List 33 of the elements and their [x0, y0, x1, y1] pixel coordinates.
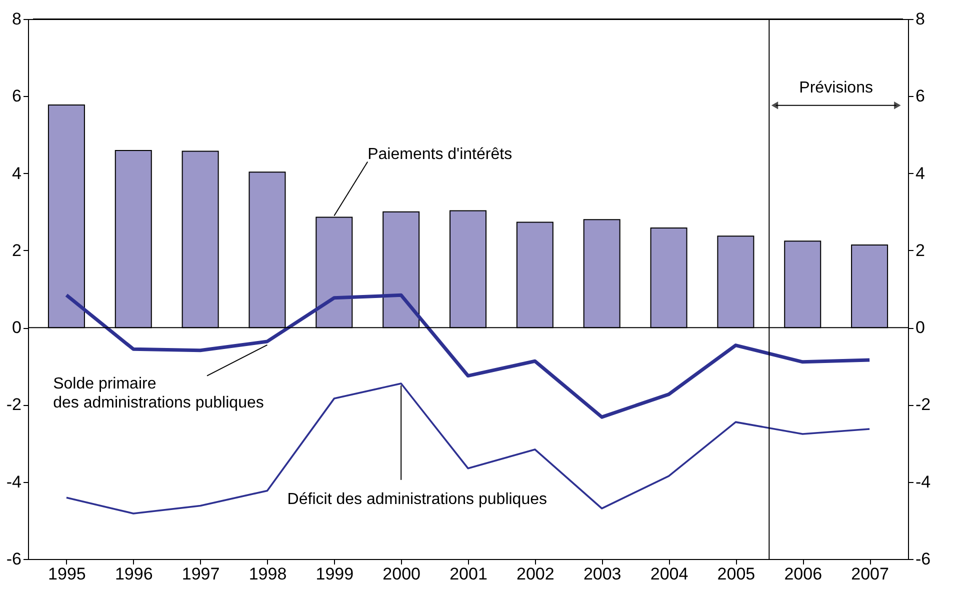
x-tick-label: 2005: [717, 564, 756, 584]
y2-tick-label: 2: [916, 240, 925, 260]
y-tick-label: 6: [12, 86, 22, 106]
y-tick-label: -2: [6, 395, 22, 414]
x-tick-label: 2006: [784, 564, 822, 584]
y2-tick-label: 6: [916, 86, 925, 106]
y-tick-label: -6: [6, 550, 22, 568]
x-tick-label: 2003: [583, 564, 622, 584]
y2-tick-label: 4: [916, 164, 925, 183]
y2-tick-label: -4: [916, 472, 931, 492]
x-tick-label: 2007: [851, 564, 889, 584]
x-tick-label: 2004: [650, 564, 688, 584]
x-tick-label: 1995: [48, 564, 86, 584]
x-tick-label: 1999: [316, 564, 354, 584]
x-tick-label: 2002: [516, 564, 554, 584]
annotation: Paiements d'intérêts: [368, 146, 512, 163]
annotation: Solde primaire des administrations publiques: [53, 376, 264, 412]
y2-tick-label: -6: [916, 550, 931, 568]
x-tick-label: 1998: [248, 564, 287, 584]
y2-tick-label: 0: [916, 318, 925, 338]
annotation: Déficit des administrations publiques: [287, 491, 547, 508]
y-tick-label: 8: [12, 10, 22, 28]
y-tick-label: 2: [12, 240, 22, 260]
y-tick-label: -4: [6, 472, 22, 492]
x-tick-label: 2000: [382, 564, 420, 584]
x-tick-label: 1996: [114, 564, 153, 584]
y2-tick-label: 8: [916, 10, 925, 28]
y-tick-label: 4: [12, 164, 22, 183]
x-tick-label: 2001: [450, 564, 488, 584]
ref-line-label: Prévisions: [799, 79, 873, 96]
x-tick-label: 1997: [182, 564, 220, 584]
y-tick-label: 0: [12, 318, 22, 338]
y2-tick-label: -2: [916, 395, 931, 414]
